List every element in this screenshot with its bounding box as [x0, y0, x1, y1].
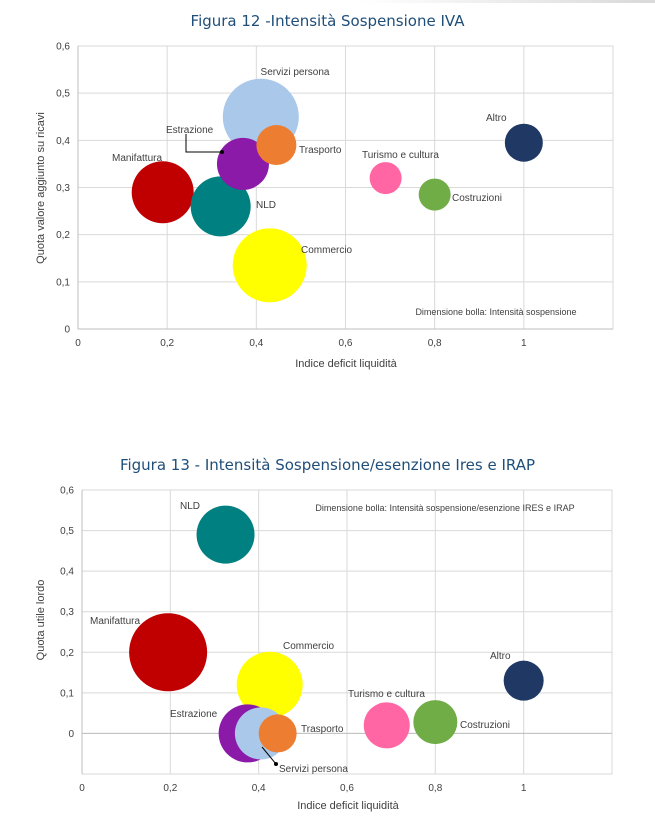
bubble-label-commercio: Commercio: [301, 245, 353, 256]
y-tick-label: 0,1: [56, 277, 70, 288]
y-axis-title: Quota valore aggiunto su ricavi: [35, 112, 47, 264]
x-tick-label: 0: [75, 338, 81, 349]
y-tick-label: 0,5: [56, 89, 70, 100]
x-tick-label: 0,8: [428, 783, 442, 794]
top-border: [0, 0, 655, 3]
x-tick-label: 0,2: [163, 783, 177, 794]
bubble-label-costruzioni: Costruzioni: [460, 720, 510, 731]
y-tick-label: 0,4: [60, 567, 74, 578]
x-tick-label: 0,6: [339, 338, 353, 349]
y-tick-label: 0,3: [60, 607, 74, 618]
bubble-label-nld: NLD: [256, 200, 276, 211]
bubble-label-altro: Altro: [490, 651, 511, 662]
bubble-commercio: [232, 228, 307, 303]
figure-12-title: Figura 12 -Intensità Sospensione IVA: [190, 12, 465, 30]
x-tick-label: 1: [521, 783, 527, 794]
bubble-size-note: Dimensione bolla: Intensità sospensione/…: [315, 503, 574, 513]
y-tick-label: 0,4: [56, 136, 70, 147]
bubble-turismo-e-cultura: [369, 162, 402, 195]
x-tick-label: 0: [79, 783, 85, 794]
y-tick-label: 0,6: [60, 486, 74, 497]
bubble-nld: [196, 505, 255, 564]
bubble-label-servizi-persona: Servizi persona: [279, 764, 348, 775]
bubble-nld: [190, 176, 251, 237]
bubble-label-estrazione: Estrazione: [170, 709, 218, 720]
figure-12-bubble-chart: 0 0,2 0,4 0,6 0,8 1 0 0,1 0,2 0,3 0,4 0,5 0,6 Indice …: [35, 42, 614, 370]
bubble-size-note: Dimensione bolla: Intensità sospensione: [415, 307, 576, 317]
bubble-costruzioni: [418, 178, 451, 211]
bubble-trasporto: [258, 714, 297, 753]
x-tick-label: 0,8: [428, 338, 442, 349]
y-tick-label: 0,6: [56, 42, 70, 53]
leader-line: [185, 134, 222, 153]
figure-13-title: Figura 13 - Intensità Sospensione/esenzi…: [119, 456, 536, 474]
y-tick-label: 0: [64, 325, 70, 336]
leader-line: [261, 746, 277, 765]
bubble-label-nld: NLD: [180, 501, 200, 512]
x-tick-label: 0,2: [160, 338, 174, 349]
bubble-label-turismo-e-cultura: Turismo e cultura: [348, 689, 425, 700]
bubble-commercio: [236, 651, 303, 718]
x-axis-title: Indice deficit liquidità: [297, 800, 399, 812]
figure-13-bubble-chart: 0 0,2 0,4 0,6 0,8 1 0 0,1 0,2 0,3 0,4 0,5 0,6 Indice …: [35, 486, 613, 812]
bubble-label-commercio: Commercio: [283, 641, 335, 652]
x-tick-label: 0,4: [252, 783, 266, 794]
x-axis-title: Indice deficit liquidità: [295, 358, 397, 370]
bubble-altro: [503, 660, 544, 701]
bubble-trasporto: [256, 125, 297, 166]
bubble-label-manifattura: Manifattura: [90, 616, 140, 627]
bubble-label-altro: Altro: [486, 113, 507, 124]
bubble-estrazione: [216, 137, 269, 190]
bubble-manifattura: [131, 161, 194, 224]
y-tick-label: 0,3: [56, 183, 70, 194]
bubble-costruzioni: [413, 700, 458, 745]
bubble-label-manifattura: Manifattura: [112, 153, 162, 164]
bubble-label-turismo-e-cultura: Turismo e cultura: [362, 150, 439, 161]
bubble-label-servizi-persona: Servizi persona: [261, 67, 330, 78]
x-tick-label: 0,6: [340, 783, 354, 794]
y-tick-label: 0,1: [60, 688, 74, 699]
bubble-label-costruzioni: Costruzioni: [452, 193, 502, 204]
bubble-label-trasporto: Trasporto: [299, 145, 342, 156]
bubble-manifattura: [129, 613, 208, 692]
x-tick-label: 0,4: [249, 338, 263, 349]
x-tick-label: 1: [521, 338, 527, 349]
y-tick-label: 0,2: [56, 230, 70, 241]
bubble-altro: [504, 123, 543, 162]
y-tick-label: 0,2: [60, 648, 74, 659]
leader-arrow-head: [220, 150, 224, 154]
bubble-turismo-e-cultura: [363, 702, 410, 749]
leader-arrow-head: [274, 762, 278, 766]
bubble-label-trasporto: Trasporto: [301, 724, 344, 735]
y-tick-label: 0,5: [60, 526, 74, 537]
y-tick-label: 0: [68, 729, 74, 740]
y-axis-title: Quota utile lordo: [35, 580, 47, 661]
bubble-label-estrazione: Estrazione: [166, 125, 214, 136]
